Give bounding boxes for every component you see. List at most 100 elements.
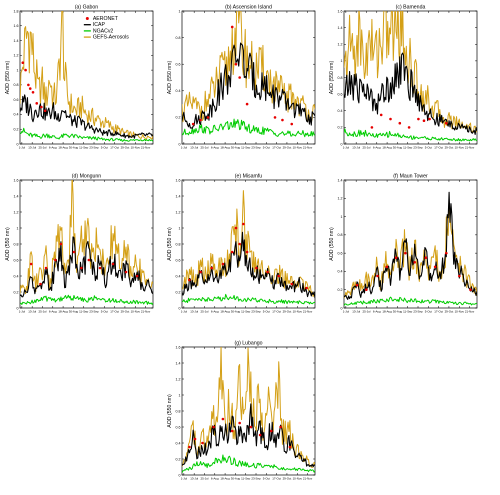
plot-frame bbox=[181, 10, 316, 145]
series-line-gefs-aerosols bbox=[344, 204, 477, 299]
y-tick-label: 1 bbox=[17, 68, 19, 72]
x-tick-label: 17-Oct bbox=[110, 310, 119, 314]
aeronet-point bbox=[433, 265, 437, 269]
x-tick-label: 13-Jul bbox=[28, 146, 36, 150]
legend-marker-aeronet bbox=[85, 17, 89, 20]
y-tick-label: 0 bbox=[179, 306, 181, 310]
series-line-icap bbox=[182, 42, 315, 129]
y-tick-label: 0.4 bbox=[338, 270, 343, 274]
x-tick-label: 1-Jul bbox=[181, 310, 188, 314]
x-tick-label: 1-Jul bbox=[19, 146, 26, 150]
y-tick-label: 0.8 bbox=[14, 83, 19, 87]
x-tick-label: 23-Sep bbox=[413, 146, 423, 150]
y-tick-label: 0.6 bbox=[176, 63, 181, 67]
y-tick-label: 0 bbox=[341, 306, 343, 310]
aeronet-point bbox=[199, 270, 202, 274]
x-tick-label: 23-Sep bbox=[251, 146, 261, 150]
aeronet-point bbox=[273, 116, 277, 119]
aeronet-point bbox=[245, 102, 249, 106]
y-tick-label: 1.4 bbox=[176, 194, 181, 198]
aeronet-point bbox=[242, 222, 245, 226]
x-tick-label: 25-Jul bbox=[363, 146, 371, 150]
aeronet-point bbox=[54, 258, 57, 262]
y-tick-label: 0.4 bbox=[176, 441, 181, 445]
y-tick-label: 0.4 bbox=[338, 109, 343, 113]
aeronet-point bbox=[221, 262, 225, 266]
aeronet-point bbox=[398, 121, 402, 125]
legend-label: NGACv2 bbox=[93, 28, 114, 34]
y-axis-label: AOD (550 nm) bbox=[5, 227, 11, 261]
x-tick-label: 21-Nov bbox=[141, 310, 151, 314]
x-tick-label: 17-Oct bbox=[272, 477, 281, 481]
aeronet-point bbox=[191, 122, 195, 126]
y-tick-label: 0.4 bbox=[14, 113, 19, 117]
panel-title: (g) Lubango bbox=[235, 341, 263, 347]
y-tick-label: 0.8 bbox=[176, 409, 181, 413]
x-tick-label: 5-Oct bbox=[101, 146, 108, 150]
x-tick-label: 13-Jul bbox=[190, 146, 198, 150]
x-tick-label: 18-Aug bbox=[220, 310, 230, 314]
x-tick-label: 11-Sep bbox=[79, 146, 88, 150]
y-tick-label: 1.2 bbox=[338, 197, 343, 201]
x-tick-label: 6-Aug bbox=[211, 477, 219, 481]
legend-label: AERONET bbox=[93, 16, 119, 22]
aeronet-point bbox=[255, 266, 258, 270]
y-tick-label: 1.4 bbox=[176, 361, 181, 365]
aeronet-point bbox=[111, 262, 115, 266]
aeronet-point bbox=[413, 260, 416, 264]
x-tick-label: 29-Oct bbox=[283, 310, 292, 314]
x-tick-label: 5-Oct bbox=[425, 146, 432, 150]
aeronet-point bbox=[230, 25, 234, 29]
x-tick-label: 21-Nov bbox=[141, 146, 151, 150]
x-tick-label: 5-Oct bbox=[425, 310, 432, 314]
aeronet-point bbox=[135, 274, 139, 278]
x-tick-label: 13-Jul bbox=[190, 477, 198, 481]
x-tick-label: 29-Oct bbox=[445, 310, 454, 314]
y-tick-label: 0.4 bbox=[14, 274, 19, 278]
aeronet-point bbox=[269, 429, 273, 433]
x-tick-label: 29-Oct bbox=[283, 146, 292, 150]
aeronet-point bbox=[385, 265, 389, 269]
y-tick-label: 1 bbox=[179, 393, 181, 397]
aeronet-point bbox=[98, 266, 102, 270]
x-tick-label: 21-Nov bbox=[465, 146, 475, 150]
series-line-ngacv2 bbox=[182, 293, 315, 305]
x-tick-label: 5-Oct bbox=[263, 477, 270, 481]
x-tick-label: 25-Jul bbox=[39, 310, 47, 314]
y-tick-label: 0.2 bbox=[176, 457, 181, 461]
aeronet-point bbox=[370, 126, 374, 129]
x-tick-label: 18-Aug bbox=[220, 146, 230, 150]
y-tick-label: 0.4 bbox=[176, 274, 181, 278]
x-tick-label: 5-Oct bbox=[263, 310, 270, 314]
x-tick-label: 30-Aug bbox=[231, 146, 241, 150]
x-tick-label: 11-Sep bbox=[79, 310, 88, 314]
x-tick-label: 23-Sep bbox=[251, 477, 261, 481]
x-tick-label: 21-Nov bbox=[303, 310, 313, 314]
legend-label: GEFS-Aerosols bbox=[93, 35, 129, 41]
series-line-icap bbox=[182, 403, 315, 468]
y-tick-label: 0.6 bbox=[338, 251, 343, 255]
y-tick-label: 0 bbox=[17, 306, 19, 310]
panel-title: (b) Ascension Island bbox=[225, 5, 272, 11]
aeronet-point bbox=[355, 283, 359, 287]
aeronet-point bbox=[245, 250, 249, 254]
x-tick-label: 29-Oct bbox=[121, 310, 130, 314]
panel-7: (g) Lubango 0 0.2 0.4 0.6 0.8 1 1.2 1.4 1.6 AOD (5… bbox=[167, 341, 316, 481]
aeronet-point bbox=[365, 288, 368, 292]
y-tick-label: 0.6 bbox=[14, 98, 19, 102]
aeronet-point bbox=[193, 437, 197, 441]
aeronet-point bbox=[249, 425, 253, 429]
y-tick-label: 0.6 bbox=[176, 425, 181, 429]
aeronet-point bbox=[28, 87, 32, 90]
aeronet-point bbox=[29, 262, 33, 266]
y-axis-label: AOD (550 nm) bbox=[167, 61, 173, 95]
y-tick-label: 0 bbox=[179, 473, 181, 477]
y-tick-label: 0 bbox=[341, 142, 343, 146]
aeronet-point bbox=[210, 266, 214, 270]
x-tick-label: 11-Sep bbox=[403, 146, 412, 150]
x-tick-label: 30-Aug bbox=[231, 310, 241, 314]
panel-title: (e) Misamfu bbox=[235, 174, 262, 180]
aeronet-point bbox=[39, 282, 42, 286]
y-axis-label: AOD (550 nm) bbox=[329, 61, 335, 95]
